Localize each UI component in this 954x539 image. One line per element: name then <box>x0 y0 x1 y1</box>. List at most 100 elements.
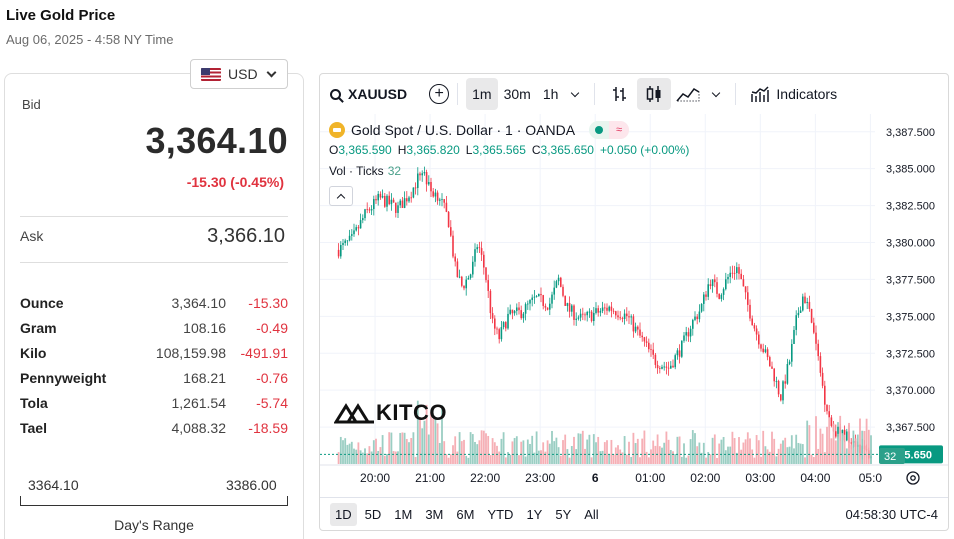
area-chart-type-button[interactable] <box>671 78 705 110</box>
bar-chart-type-button[interactable] <box>603 78 637 110</box>
axis-settings-icon[interactable] <box>906 471 920 485</box>
volume-bar <box>661 447 663 464</box>
currency-select[interactable]: USD <box>190 59 288 89</box>
unit-price: 168.21 <box>183 369 226 386</box>
range-5y[interactable]: 5Y <box>555 507 572 522</box>
volume-bar <box>663 442 666 464</box>
volume-bar <box>768 451 771 464</box>
range-ytd[interactable]: YTD <box>487 507 514 522</box>
unit-row-tael: Tael 4,088.32 -18.59 <box>20 415 288 440</box>
range-1m[interactable]: 1M <box>394 507 413 522</box>
volume-bar <box>850 445 853 464</box>
unit-change: -491.91 <box>240 344 288 361</box>
candle-body <box>762 348 764 353</box>
candle-body <box>450 227 452 236</box>
volume-bar <box>720 439 723 464</box>
divider <box>20 262 288 263</box>
market-status-pill[interactable]: ≈ <box>589 121 630 139</box>
candle-body <box>571 305 573 312</box>
x-tick-label: 02:00 <box>690 471 720 485</box>
volume-bar <box>441 405 443 464</box>
range-3m[interactable]: 3M <box>425 507 444 522</box>
range-5d[interactable]: 5D <box>364 507 382 522</box>
change-value: +0.050 (+0.00%) <box>599 143 690 157</box>
candle-body <box>560 277 562 287</box>
x-tick-label: 23:00 <box>525 471 555 485</box>
candle-body <box>555 281 558 288</box>
range-1y[interactable]: 1Y <box>526 507 543 522</box>
candle-body <box>648 342 650 350</box>
candle-body <box>670 365 672 369</box>
volume-bar <box>795 434 798 464</box>
timeframe-30m[interactable]: 30m <box>503 86 531 102</box>
timeframe-dropdown-chevron-icon[interactable] <box>571 88 580 97</box>
volume-bar <box>819 428 822 464</box>
volume-bar <box>383 455 386 464</box>
volume-bar <box>718 443 721 464</box>
candle-body <box>782 381 784 401</box>
timeframe-1h[interactable]: 1h <box>542 86 559 102</box>
range-1d[interactable]: 1D <box>330 503 357 526</box>
candle-body <box>786 364 789 384</box>
candle-body <box>599 310 602 313</box>
range-all[interactable]: All <box>584 507 599 522</box>
volume-bar <box>592 434 595 464</box>
candle-body <box>687 332 690 337</box>
candle-body <box>533 296 536 298</box>
candle-body <box>676 350 679 356</box>
price-chart[interactable]: 3,387.500 3,385.000 3,382.500 3,380.000 3,37… <box>320 114 948 497</box>
volume-bar <box>548 443 551 464</box>
chart-clock[interactable]: 04:58:30 UTC-4 <box>845 507 939 522</box>
candle-body <box>395 202 397 213</box>
candle-body <box>432 191 434 197</box>
volume-bar <box>764 446 767 464</box>
volume-bar <box>463 439 465 464</box>
timeframe-1m[interactable]: 1m <box>466 78 498 110</box>
volume-bar <box>575 449 578 464</box>
volume-bar <box>344 438 347 464</box>
volume-bar <box>667 439 670 464</box>
x-tick-label: 05:0 <box>859 471 883 485</box>
candle-body <box>467 277 470 280</box>
candle-body <box>652 349 654 355</box>
compare-symbol-button[interactable]: + <box>429 84 450 104</box>
indicators-button[interactable]: Indicators <box>750 78 837 110</box>
chart-widget[interactable]: XAUUSD + 1m 30m 1h <box>319 73 949 531</box>
gold-coin-icon <box>329 122 345 138</box>
volume-bar <box>339 436 342 464</box>
range-6m[interactable]: 6M <box>456 507 475 522</box>
candle-body <box>597 308 599 313</box>
chart-toolbar: XAUUSD + 1m 30m 1h <box>320 74 880 114</box>
candle-body <box>406 198 408 202</box>
candle-body <box>740 273 742 280</box>
bid-change: -15.30 (-0.45%) <box>186 174 284 190</box>
volume-bar <box>509 454 512 464</box>
candle-body <box>498 329 500 340</box>
volume-bar <box>845 448 848 464</box>
volume-bar <box>788 446 791 464</box>
candle-body <box>593 312 595 322</box>
candle-body <box>645 341 648 343</box>
volume-bar <box>676 436 679 464</box>
volume-bar <box>606 440 608 464</box>
candle-body <box>425 172 428 185</box>
candles-chart-type-button[interactable] <box>637 78 672 110</box>
volume-bar <box>742 442 745 464</box>
unit-price: 4,088.32 <box>171 419 227 436</box>
volume-bar <box>350 441 353 464</box>
volume-label: Vol · Ticks <box>329 164 384 178</box>
candle-body <box>817 343 819 357</box>
candle-body <box>714 279 716 283</box>
chart-type-dropdown-chevron-icon[interactable] <box>712 88 721 97</box>
symbol-search[interactable]: XAUUSD <box>330 78 407 110</box>
volume-bar <box>493 442 496 464</box>
volume-bar <box>537 450 540 464</box>
candle-body <box>711 279 714 287</box>
collapse-legend-button[interactable] <box>329 186 353 206</box>
candle-body <box>606 307 608 311</box>
candle-body <box>520 310 522 319</box>
candle-body <box>698 311 701 320</box>
volume-bar <box>804 457 806 464</box>
volume-bar <box>555 437 558 464</box>
candle-body <box>414 187 417 189</box>
